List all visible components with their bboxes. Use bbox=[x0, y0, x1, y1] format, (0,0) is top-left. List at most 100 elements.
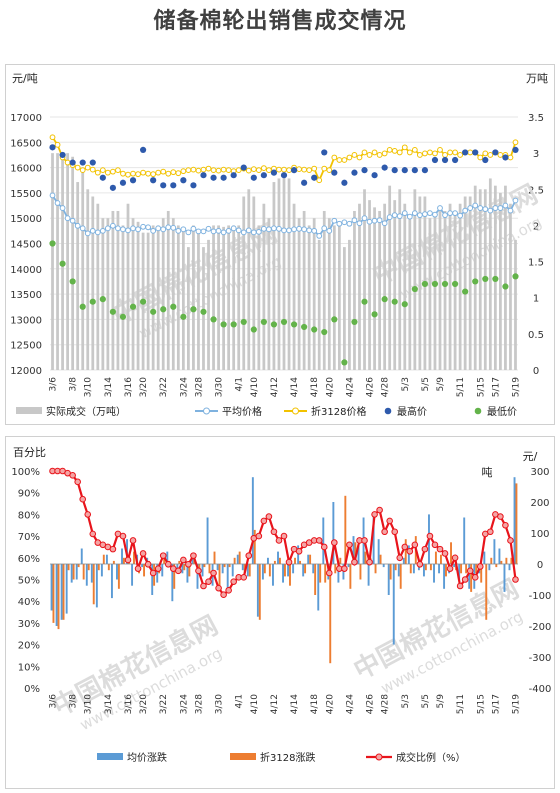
bottom-x-tick-label: 4/10 bbox=[250, 694, 260, 714]
avg-price-point bbox=[230, 225, 237, 232]
deal-ratio-point bbox=[79, 495, 87, 503]
avg-change-bar bbox=[302, 564, 305, 577]
avg-price-point bbox=[266, 226, 272, 233]
top-right-tick-label: 1.5 bbox=[528, 258, 544, 269]
high-price-dot bbox=[200, 172, 207, 179]
zhe3128-change-bar bbox=[253, 529, 256, 564]
zhe3128-price-point bbox=[326, 167, 333, 174]
volume-bar bbox=[383, 203, 387, 370]
avg-change-bar bbox=[80, 548, 83, 564]
avg-change-bar bbox=[181, 564, 184, 574]
deal-ratio-point bbox=[446, 565, 454, 572]
zhe3128-change-bar bbox=[233, 557, 236, 564]
zhe3128-change-bar bbox=[450, 542, 452, 564]
deal-ratio-point bbox=[461, 576, 469, 583]
avg-price-point bbox=[366, 218, 373, 225]
avg-price-point bbox=[336, 220, 343, 227]
bottom-x-tick-label: 5/19 bbox=[511, 694, 521, 714]
zhe3128-price-point bbox=[170, 169, 177, 176]
bottom-x-tick-label: 3/30 bbox=[215, 694, 225, 714]
volume-bar bbox=[262, 203, 266, 370]
avg-price-point bbox=[296, 225, 302, 232]
high-price-dot bbox=[341, 179, 348, 186]
deal-ratio-point bbox=[225, 587, 232, 594]
deal-ratio-point bbox=[411, 541, 419, 549]
legend-zhe-marker bbox=[292, 407, 299, 415]
bottom-left-tick-label: 50% bbox=[18, 576, 40, 587]
low-price-dot bbox=[321, 328, 328, 336]
low-price-dot bbox=[59, 260, 66, 267]
volume-bar bbox=[287, 178, 291, 370]
zhe3128-change-bar bbox=[294, 557, 296, 564]
zhe3128-change-bar bbox=[475, 564, 478, 574]
deal-ratio-point bbox=[436, 545, 444, 553]
volume-bar bbox=[156, 225, 160, 370]
high-price-dot bbox=[150, 177, 157, 184]
zhe3128-price-point bbox=[351, 152, 358, 158]
legend-ratio-label: 成交比例（%） bbox=[396, 751, 466, 764]
bottom-x-tick-label: 5/9 bbox=[436, 694, 446, 709]
bottom-x-tick-label: 3/24 bbox=[179, 694, 189, 714]
zhe3128-change-bar bbox=[92, 564, 95, 605]
low-price-dot bbox=[301, 323, 308, 331]
avg-change-bar bbox=[317, 564, 320, 611]
volume-bar bbox=[111, 210, 115, 370]
zhe3128-change-bar bbox=[178, 560, 181, 564]
zhe3128-change-bar bbox=[309, 554, 312, 564]
legend-low-swatch bbox=[474, 407, 482, 415]
volume-bar bbox=[121, 225, 125, 370]
top-x-tick-label: 3/20 bbox=[139, 377, 149, 397]
zhe3128-change-bar bbox=[515, 483, 518, 564]
avg-price-point bbox=[245, 227, 252, 234]
avg-change-bar bbox=[382, 564, 385, 568]
deal-ratio-point bbox=[190, 552, 197, 559]
zhe3128-change-bar bbox=[399, 564, 402, 589]
high-price-dot bbox=[89, 159, 96, 166]
legend-low-label: 最低价 bbox=[487, 405, 517, 418]
avg-price-point bbox=[497, 205, 504, 211]
volume-bar bbox=[237, 225, 241, 370]
volume-bar bbox=[267, 218, 271, 370]
bottom-right-axis-unit: 元/ bbox=[523, 450, 538, 463]
zhe3128-change-bar bbox=[278, 557, 281, 564]
avg-price-point bbox=[104, 225, 111, 232]
zhe3128-change-bar bbox=[429, 564, 432, 571]
volume-bar bbox=[297, 218, 301, 370]
avg-change-bar bbox=[337, 564, 340, 583]
volume-bar bbox=[353, 210, 356, 370]
volume-bar bbox=[378, 210, 381, 370]
zhe3128-price-point bbox=[235, 167, 242, 174]
zhe3128-price-point bbox=[447, 149, 453, 156]
avg-price-point bbox=[170, 224, 177, 231]
zhe3128-change-bar bbox=[117, 564, 120, 589]
low-price-dot bbox=[431, 280, 439, 288]
zhe3128-price-point bbox=[477, 154, 484, 161]
avg-change-bar bbox=[453, 564, 456, 568]
zhe3128-price-point bbox=[155, 169, 162, 176]
low-price-dot bbox=[89, 298, 96, 305]
deal-ratio-point bbox=[497, 513, 504, 520]
legend-volume-swatch bbox=[16, 407, 42, 414]
zhe3128-change-bar bbox=[304, 564, 307, 574]
zhe3128-change-bar bbox=[460, 564, 463, 574]
zhe3128-change-bar bbox=[354, 542, 357, 564]
low-price-dot bbox=[290, 321, 298, 328]
legend-ratio-marker bbox=[375, 753, 383, 761]
legend-zhe-change-swatch bbox=[230, 753, 256, 760]
top-x-tick-label: 5/9 bbox=[436, 377, 446, 392]
bottom-panel-frame bbox=[5, 436, 555, 789]
low-price-dot bbox=[472, 278, 479, 285]
deal-ratio-point bbox=[144, 561, 152, 568]
zhe3128-price-point bbox=[135, 171, 141, 178]
deal-ratio-point bbox=[149, 569, 157, 577]
top-x-tick-label: 3/6 bbox=[49, 377, 59, 392]
avg-change-bar bbox=[241, 564, 244, 571]
bottom-x-tick-label: 4/28 bbox=[381, 694, 391, 714]
avg-change-bar bbox=[85, 564, 88, 586]
avg-price-point bbox=[225, 227, 232, 234]
volume-bar bbox=[116, 210, 120, 370]
avg-price-point bbox=[276, 225, 282, 232]
high-price-dot bbox=[250, 174, 257, 181]
avg-change-bar bbox=[503, 564, 506, 592]
